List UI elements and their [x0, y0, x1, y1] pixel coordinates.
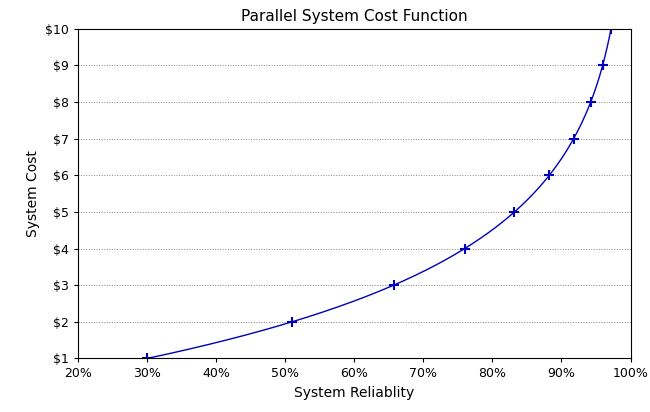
X-axis label: System Reliablity: System Reliablity — [294, 386, 415, 400]
Title: Parallel System Cost Function: Parallel System Cost Function — [241, 9, 467, 23]
Y-axis label: System Cost: System Cost — [25, 150, 40, 237]
